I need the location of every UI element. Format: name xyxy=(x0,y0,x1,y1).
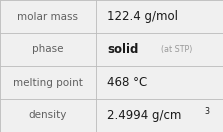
Text: density: density xyxy=(29,110,67,121)
Text: molar mass: molar mass xyxy=(17,11,78,22)
Text: 3: 3 xyxy=(204,107,209,116)
Text: phase: phase xyxy=(32,44,64,55)
Text: solid: solid xyxy=(107,43,138,56)
Text: melting point: melting point xyxy=(13,77,83,88)
Text: 2.4994 g/cm: 2.4994 g/cm xyxy=(107,109,182,122)
Text: 122.4 g/mol: 122.4 g/mol xyxy=(107,10,178,23)
Text: (at STP): (at STP) xyxy=(161,45,192,54)
Text: 468 °C: 468 °C xyxy=(107,76,147,89)
